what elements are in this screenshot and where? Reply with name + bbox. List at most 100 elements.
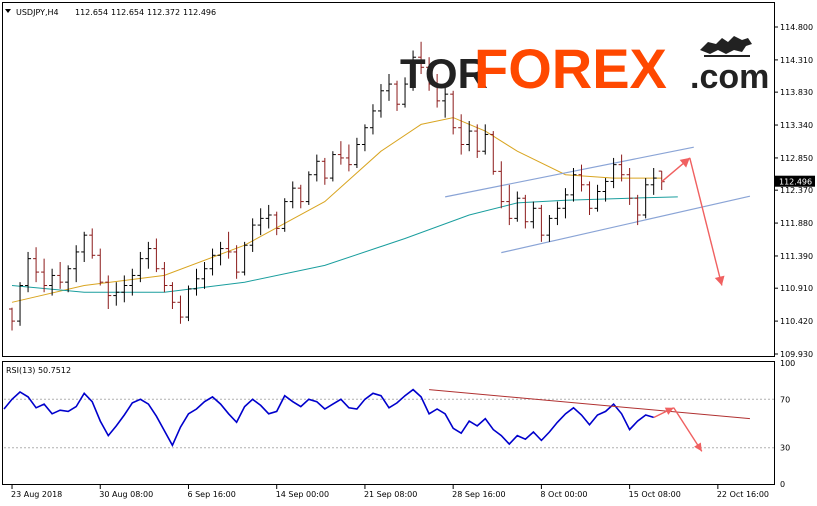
ohlc-bar [418,41,425,75]
channel-upper-line [445,146,694,198]
ohlc-bar [466,121,473,152]
rsi-trendline [429,389,750,420]
ohlc-bar [361,124,368,152]
arrow-head [664,407,674,415]
rsi-label: RSI(13) 50.7512 [6,366,71,375]
time-tick-label: 15 Oct 08:00 [629,490,681,499]
ohlc-bar [209,248,216,276]
ohlc-bar [570,168,577,202]
ohlc-bar [9,307,16,331]
ohlc-bar [185,285,192,322]
ohlc-bar [634,194,641,226]
bull-bear-icon [700,36,752,57]
ohlc-bar [25,251,32,293]
ohlc-bar [193,268,200,296]
ohlc-bar [386,74,392,101]
ohlc-bar [153,238,160,273]
low-value: 112.372 [147,8,180,17]
ohlc-bar [137,251,144,283]
price-tick-label: 110.420 [780,317,813,326]
time-tick-label: 23 Aug 2018 [11,490,62,499]
rsi-line [3,388,654,448]
ohlc-bar [241,241,248,276]
channel-lower-line [501,195,751,254]
ohlc-bar [578,164,585,192]
ohlc-bar [105,275,112,310]
ohlc-bar [402,77,409,108]
ohlc-bar [329,151,336,182]
ohlc-bar [650,168,657,195]
ohlc-bar [265,204,272,229]
ohlc-bar [562,188,569,219]
ohlc-bar [89,228,96,259]
ohlc-bar [305,171,312,205]
ohlc-bar [201,262,208,289]
ohlc-bar [377,84,384,118]
ohlc-bar [121,275,128,303]
ohlc-bar [610,157,617,189]
ohlc-bar [249,218,256,252]
ohlc-bar [129,268,136,296]
time-tick-label: 22 Oct 16:00 [717,490,769,499]
brand-logo: TOR FOREX .com [400,36,769,100]
rsi-indicator: 100 70 30 0 [3,359,795,489]
price-tick-label: 110.910 [780,284,813,293]
ohlc-bar [113,282,120,306]
current-price-label: 112.496 [779,178,812,187]
ohlc-bar [434,74,441,108]
open-value: 112.654 [75,8,108,17]
ohlc-bar [337,141,344,165]
current-price-tag: 112.496 [775,175,815,187]
ohlc-bar [217,241,224,266]
ohlc-bar [474,124,481,158]
rsi-panel-frame [2,361,775,485]
rsi-tick-label: 70 [780,395,790,404]
ohlc-bar [626,168,633,205]
ohlc-bar [506,184,513,226]
ohlc-bar [49,268,56,296]
brand-dotcom: .com [690,58,769,96]
price-tick-label: 109.930 [780,350,813,359]
rsi-tick-label: 100 [780,359,795,368]
forecast-arrows [661,157,725,286]
time-tick-label: 8 Oct 00:00 [540,490,587,499]
rsi-tick-label: 30 [780,444,790,453]
ohlc-bar [161,262,168,293]
price-bars [9,41,665,331]
ohlc-bar [538,204,545,242]
ohlc-bar [394,80,401,111]
ohlc-bar [602,178,609,202]
arrow-head [679,157,690,168]
ohlc-bar [57,262,64,289]
ohlc-bar [530,201,537,229]
price-tick-label: 112.850 [780,154,813,163]
price-tick-label: 113.340 [780,121,813,130]
ohlc-bar [273,211,280,236]
arrow-shaft [689,157,723,286]
price-axis: 114.800 114.310 113.830 113.340 112.850 112.3… [774,23,813,359]
chart-header: USDJPY,H4 112.654 112.654 112.372 112.49… [5,8,216,17]
ohlc-bar [369,104,376,135]
ohlc-bar [81,231,88,263]
rsi-forecast-down-arrow [673,407,703,452]
price-tick-label: 114.800 [780,23,813,32]
time-tick-label: 6 Sep 16:00 [187,490,235,499]
brand-forex: FOREX [474,37,667,100]
ohlc-bar [73,245,80,283]
ohlc-bar [450,90,457,135]
ohlc-bar [345,144,352,172]
arrow-shaft [673,407,703,452]
price-tick-label: 111.390 [780,252,813,261]
price-tick-label: 113.830 [780,88,813,97]
ohlc-bar [169,282,176,310]
ohlc-bar [546,215,553,242]
symbol-label: USDJPY,H4 [16,8,59,17]
forecast-up-arrow [661,157,691,183]
ohlc-bar [498,161,505,209]
ohlc-bar [410,50,417,91]
time-axis: 23 Aug 2018 30 Aug 08:00 6 Sep 16:00 14 Sep… [11,485,769,499]
price-tick-label: 112.370 [780,186,813,195]
ohlc-bar [426,57,433,91]
ohlc-bar [353,137,360,169]
price-tick-label: 114.310 [780,56,813,65]
